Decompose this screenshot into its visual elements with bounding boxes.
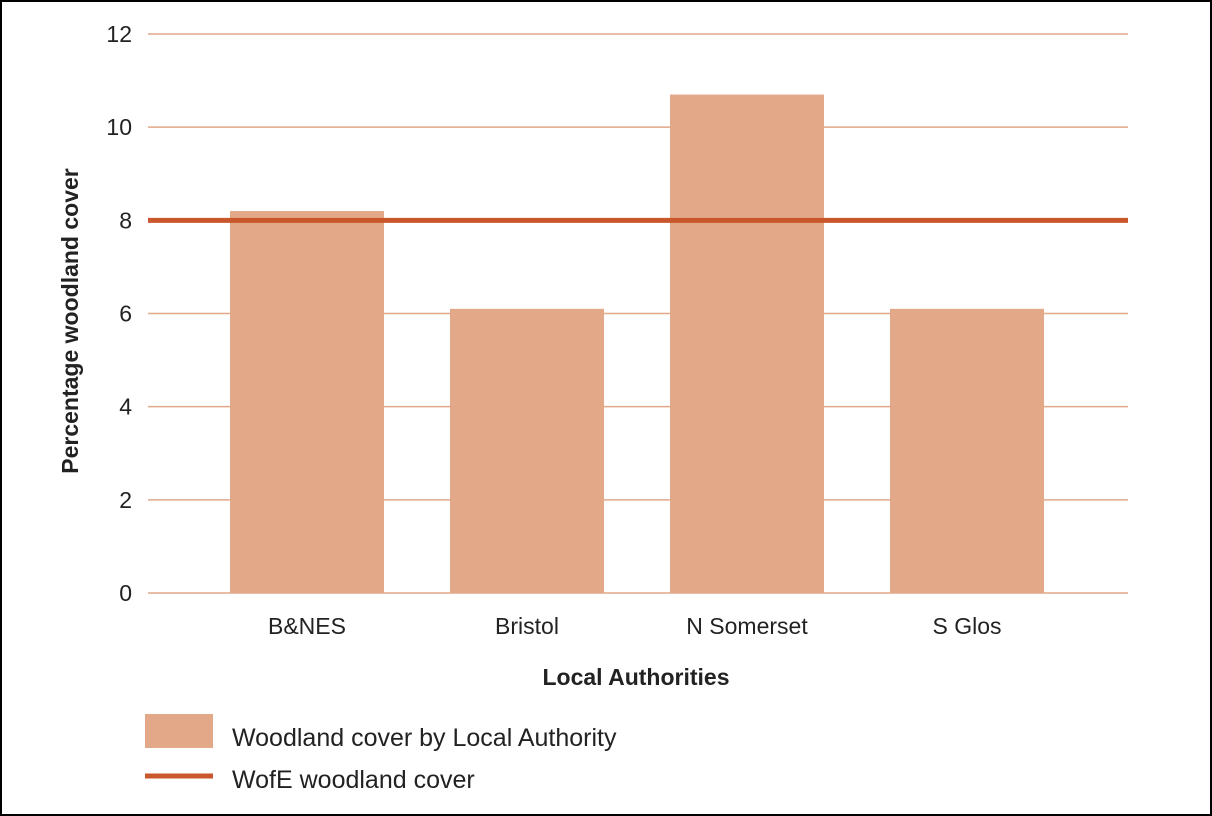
legend: Woodland cover by Local Authority WofE w…	[145, 714, 617, 794]
bar	[890, 308, 1044, 593]
y-tick-labels: 0 2 4 6 8 10 12	[106, 21, 132, 606]
y-tick-label: 0	[119, 580, 132, 606]
y-tick-label: 2	[119, 487, 132, 513]
y-axis-title: Percentage woodland cover	[57, 168, 83, 474]
x-axis-title: Local Authorities	[543, 664, 730, 690]
y-tick-label: 10	[106, 114, 132, 140]
x-tick-label: Bristol	[495, 613, 559, 639]
bar	[450, 308, 604, 593]
bar	[230, 211, 384, 593]
y-tick-label: 4	[119, 394, 132, 420]
y-tick-label: 12	[106, 21, 132, 47]
bar	[670, 94, 824, 593]
x-tick-label: S Glos	[932, 613, 1001, 639]
x-tick-label: B&NES	[268, 613, 346, 639]
y-tick-label: 8	[119, 207, 132, 233]
bars	[230, 94, 1044, 593]
legend-label-line: WofE woodland cover	[232, 766, 475, 794]
legend-swatch-bar	[145, 714, 213, 748]
legend-label-bar: Woodland cover by Local Authority	[232, 724, 617, 752]
x-tick-labels: B&NES Bristol N Somerset S Glos	[268, 613, 1002, 639]
x-tick-label: N Somerset	[686, 613, 808, 639]
y-tick-label: 6	[119, 301, 132, 327]
